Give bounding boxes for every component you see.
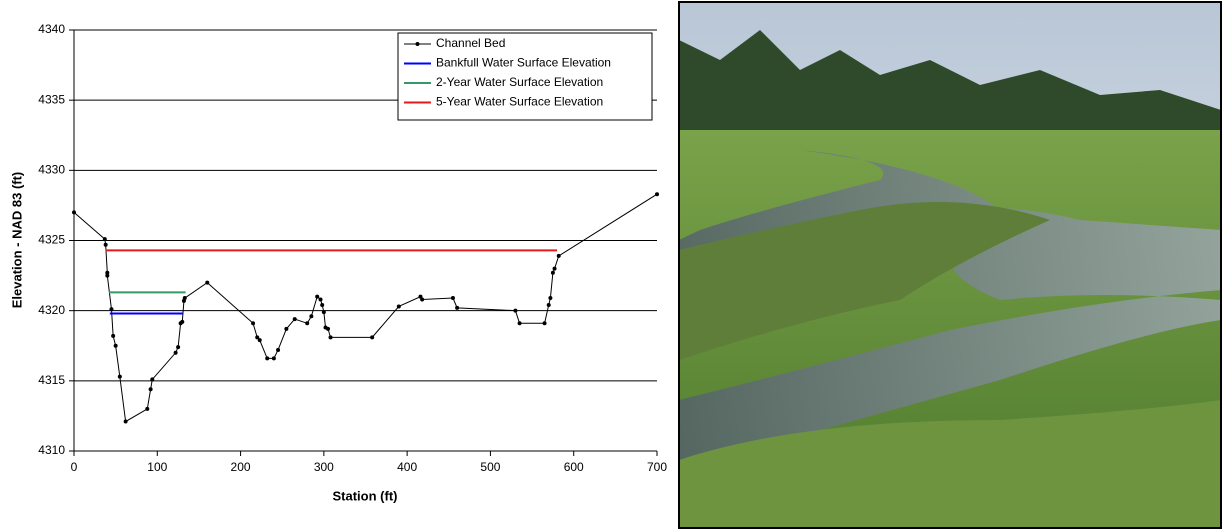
legend-label: 5-Year Water Surface Elevation [436,95,603,109]
y-tick-label: 4310 [38,443,65,457]
y-tick-label: 4335 [38,92,65,106]
point [552,266,557,271]
y-tick-label: 4325 [38,233,65,247]
point [111,333,116,338]
point [548,296,553,301]
point [257,338,262,343]
point [105,270,110,275]
point [105,273,110,278]
y-tick-label: 4320 [38,303,65,317]
x-tick-label: 700 [647,460,667,474]
point [103,242,108,247]
point [517,321,522,326]
point [396,304,401,309]
point [173,350,178,355]
series-line [73,193,658,423]
point [315,294,320,299]
point [176,345,181,350]
x-tick-label: 200 [231,460,251,474]
legend-marker [415,42,420,46]
x-tick-label: 600 [564,460,584,474]
point [284,326,289,331]
point [72,210,76,215]
y-tick-label: 4315 [38,373,65,387]
point [370,335,375,340]
point [109,307,114,312]
x-tick-label: 0 [71,460,78,474]
point [251,321,256,326]
point [309,314,314,319]
point [513,308,518,313]
legend-label: 2-Year Water Surface Elevation [436,75,603,89]
point [420,297,425,302]
legend-box [397,32,653,121]
point [145,406,150,411]
point [205,280,210,285]
point [450,296,455,301]
x-tick-label: 300 [314,460,334,474]
point [180,319,185,324]
point [150,377,155,382]
x-tick-label: 500 [480,460,500,474]
x-tick-label: 100 [147,460,167,474]
point [305,321,310,326]
chart: Station (ft) Elevation - NAD 83 (ft) 431… [9,22,667,503]
point [265,356,270,361]
point [455,305,460,310]
legend-label: Bankfull Water Surface Elevation [436,56,611,70]
point [318,297,323,302]
point [321,310,326,315]
y-tick-label: 4330 [38,163,65,177]
point [326,326,331,331]
point [320,303,325,308]
point [271,356,276,361]
point [328,335,333,340]
point [255,335,260,340]
photo [678,1,1222,529]
y-axis-title: Elevation - NAD 83 (ft) [9,172,24,309]
point [542,321,547,326]
x-tick-label: 400 [397,460,417,474]
x-axis-title: Station (ft) [333,488,398,503]
point [556,253,561,258]
point [550,270,555,275]
point [123,419,128,424]
point [148,387,153,392]
point [546,303,551,308]
y-tick-label: 4340 [38,22,65,36]
point [113,343,118,348]
point [182,296,187,301]
point [102,237,107,242]
point [117,374,122,379]
point [655,192,659,197]
legend-label: Channel Bed [436,36,505,50]
point [292,317,297,322]
point [276,347,281,352]
